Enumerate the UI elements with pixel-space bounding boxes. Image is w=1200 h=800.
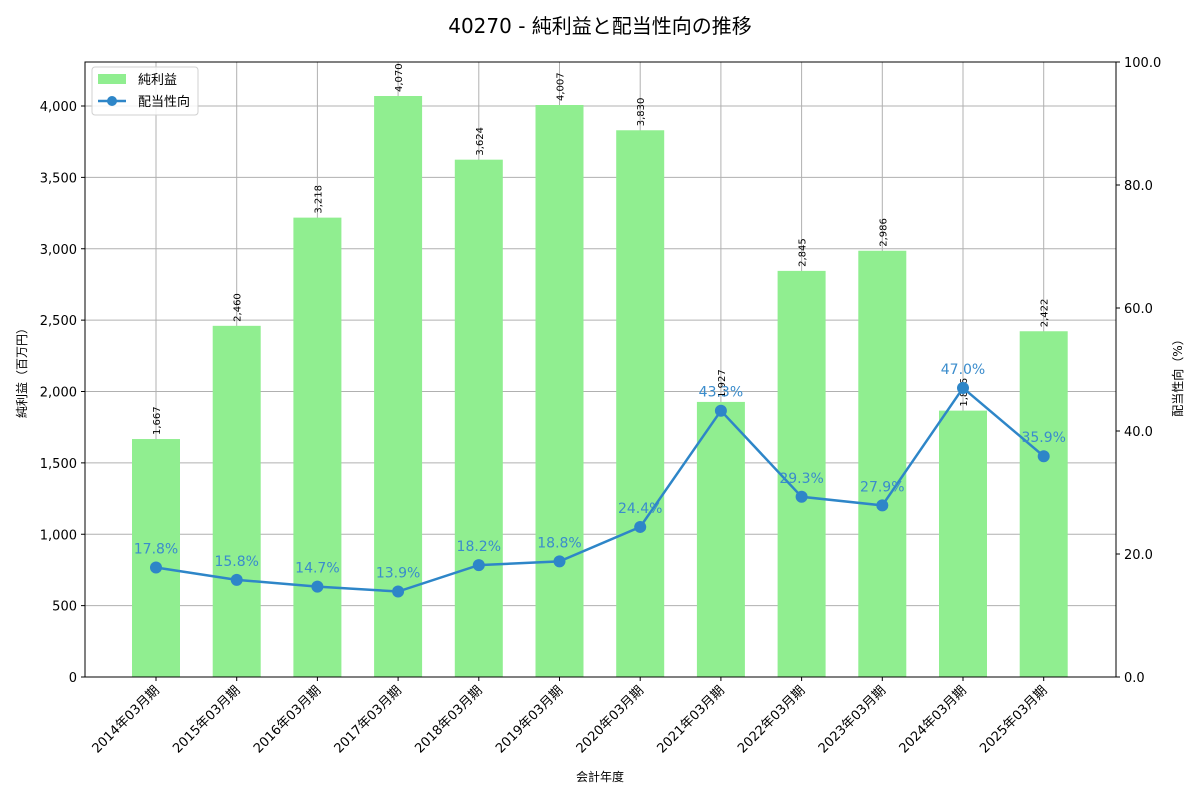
bar-value-label: 3,218: [313, 185, 324, 214]
bar: [454, 159, 503, 677]
x-tick-label: 2019年03月期: [493, 683, 566, 756]
left-tick-label: 1,500: [40, 457, 77, 472]
right-tick-label: 40.0: [1124, 425, 1153, 440]
x-tick-label: 2015年03月期: [170, 683, 243, 756]
bar: [212, 325, 261, 677]
line-value-label: 35.9%: [1021, 430, 1065, 446]
bar: [696, 401, 745, 677]
left-tick-label: 2,500: [40, 314, 77, 329]
bar: [616, 130, 665, 677]
x-tick-label: 2024年03月期: [897, 683, 970, 756]
x-tick-label: 2018年03月期: [412, 683, 485, 756]
line-value-label: 29.3%: [779, 471, 823, 487]
right-y-axis: 0.0 20.0 40.0 60.0 80.0 100.0: [1116, 56, 1161, 686]
x-tick-label: 2025年03月期: [977, 683, 1050, 756]
right-tick-label: 100.0: [1124, 56, 1161, 71]
line-marker: [553, 555, 566, 568]
line-value-label: 13.9%: [376, 566, 420, 582]
legend-label-line: 配当性向: [138, 94, 190, 110]
left-y-axis-label: 純利益（百万円）: [15, 322, 29, 418]
line-value-label: 18.2%: [457, 539, 501, 555]
legend: 純利益 配当性向: [91, 66, 199, 116]
right-tick-label: 0.0: [1124, 671, 1145, 686]
legend-marker-icon: [107, 96, 117, 106]
plot-frame: [84, 61, 1117, 678]
line-marker: [634, 520, 647, 533]
left-tick-label: 3,500: [40, 171, 77, 186]
right-tick-label: 60.0: [1124, 302, 1153, 317]
line-marker: [392, 585, 405, 598]
line-value-label: 47.0%: [941, 362, 985, 378]
line-marker: [795, 490, 808, 503]
left-tick-label: 0: [69, 671, 77, 686]
left-y-axis: 0 500 1,000 1,500 2,000 2,500 3,000 3,500 4,000: [40, 100, 85, 686]
x-tick-label: 2017年03月期: [332, 683, 405, 756]
bar-value-label: 2,986: [878, 218, 889, 247]
legend-label-bar: 純利益: [138, 73, 177, 88]
chart-title: 40270 - 純利益と配当性向の推移: [448, 14, 752, 38]
line-marker: [714, 404, 727, 417]
bar: [939, 410, 987, 677]
bar: [777, 270, 826, 677]
left-tick-label: 3,000: [40, 243, 77, 258]
line-value-label: 14.7%: [295, 561, 339, 577]
x-tick-label: 2021年03月期: [654, 683, 727, 756]
bar-value-label: 2,460: [233, 293, 244, 322]
right-y-axis-label: 配当性向（%）: [1170, 333, 1185, 416]
line-marker: [472, 559, 485, 572]
left-tick-label: 2,000: [40, 386, 77, 401]
payout-ratio-line: [155, 386, 1045, 593]
line-value-labels: 17.8% 15.8% 14.7% 13.9% 18.2% 18.8% 24.4% 43.3%…: [134, 362, 1066, 582]
line-value-label: 17.8%: [134, 542, 178, 558]
bar-value-label: 3,624: [475, 127, 486, 156]
bar-value-label: 1,667: [152, 406, 163, 435]
line-marker: [150, 561, 162, 574]
bar-value-label: 1,927: [717, 369, 728, 398]
line-marker: [1037, 450, 1050, 463]
x-axis: 2014年03月期 2015年03月期 2016年03月期 2017年03月期 2018…: [90, 677, 1051, 757]
right-tick-label: 80.0: [1124, 179, 1153, 194]
line-value-label: 15.8%: [214, 554, 258, 570]
line-value-label: 43.3%: [699, 385, 743, 401]
line-marker: [876, 499, 889, 512]
bar-value-label: 4,007: [556, 72, 567, 101]
bar: [132, 439, 180, 677]
bar-value-label: 3,830: [636, 98, 647, 127]
right-tick-label: 20.0: [1124, 548, 1153, 563]
bar: [1019, 331, 1068, 677]
legend-bar-swatch-icon: [98, 74, 126, 84]
bar: [374, 96, 423, 677]
bar-value-label: 4,070: [394, 63, 405, 92]
line-marker: [230, 573, 243, 586]
bar: [535, 105, 584, 678]
x-axis-label: 会計年度: [576, 769, 624, 784]
x-tick-label: 2020年03月期: [574, 683, 647, 756]
line-marker: [311, 580, 324, 593]
bar-series: [132, 96, 1068, 678]
line-value-label: 27.9%: [860, 479, 904, 495]
line-value-label: 18.8%: [537, 535, 581, 551]
bar-value-label: 2,422: [1040, 299, 1051, 328]
line-series: [150, 381, 1050, 598]
line-marker: [957, 381, 969, 394]
left-tick-label: 4,000: [40, 100, 77, 115]
x-tick-label: 2016年03月期: [251, 683, 324, 756]
x-tick-label: 2022年03月期: [735, 683, 808, 756]
bar: [293, 217, 342, 677]
bar-value-label: 2,845: [798, 238, 809, 267]
x-tick-label: 2014年03月期: [90, 683, 163, 756]
line-value-label: 24.4%: [618, 501, 662, 517]
left-tick-label: 1,000: [40, 528, 77, 543]
left-tick-label: 500: [52, 600, 77, 615]
x-tick-label: 2023年03月期: [816, 683, 889, 756]
bar: [858, 250, 907, 677]
